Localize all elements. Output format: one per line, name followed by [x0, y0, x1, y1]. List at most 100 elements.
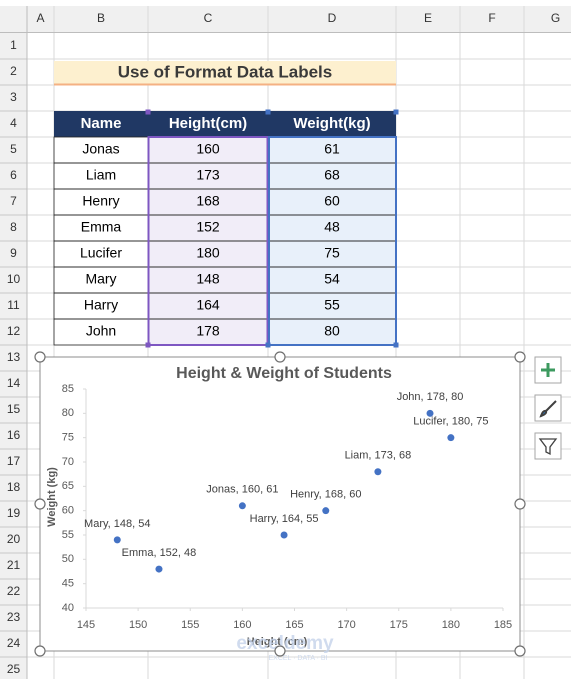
x-tick-label: 150 [129, 619, 147, 631]
row-number: 9 [10, 246, 17, 260]
row-number: 15 [7, 402, 21, 416]
row-number: 20 [7, 532, 21, 546]
row-number: 16 [7, 428, 21, 442]
y-tick-label: 75 [62, 432, 74, 444]
table-cell-text: John [86, 323, 116, 339]
row-number: 14 [7, 376, 21, 390]
row-number: 13 [7, 350, 21, 364]
column-letter: D [328, 11, 337, 25]
row-number: 24 [7, 636, 21, 650]
x-tick-label: 175 [390, 619, 408, 631]
table-cell-text: Harry [84, 297, 118, 313]
table-cell-text: Liam [86, 167, 116, 183]
table-cell-text: 160 [196, 141, 220, 157]
selection-handle [393, 342, 399, 348]
column-letter: E [424, 11, 432, 25]
row-number: 11 [7, 298, 20, 312]
table-header: Height(cm) [169, 115, 247, 132]
table-cell-text: 152 [196, 219, 220, 235]
point [113, 536, 121, 544]
y-tick-label: 85 [62, 383, 74, 395]
x-tick-label: 155 [181, 619, 199, 631]
column-letter: B [97, 11, 105, 25]
resize-handle[interactable] [514, 498, 526, 510]
point [426, 409, 434, 417]
table-cell-text: 178 [196, 323, 220, 339]
chart[interactable]: Height & Weight of Students 40 45 50 55 60 65 7… [34, 351, 526, 662]
watermark-name: exceldemy [236, 633, 334, 654]
resize-handle[interactable] [274, 351, 286, 363]
column-header-bar [0, 6, 571, 33]
column-letter: A [36, 11, 44, 25]
row-number: 4 [10, 116, 17, 130]
row-header-bar [0, 6, 27, 679]
selection-handle [145, 109, 151, 115]
y-tick-label: 55 [62, 529, 74, 541]
row-number: 6 [10, 168, 17, 182]
point [447, 434, 455, 442]
y-tick-label: 60 [62, 505, 74, 517]
resize-handle[interactable] [514, 645, 526, 657]
column-letter: F [488, 11, 495, 25]
table-header-row [54, 111, 396, 137]
x-axis-title: Height (cm) [247, 636, 308, 648]
row-number: 17 [7, 454, 21, 468]
data-label: Harry, 164, 55 [250, 513, 319, 525]
point [280, 531, 288, 539]
selection-border-c [147, 136, 269, 346]
x-tick-label: 160 [233, 619, 251, 631]
x-tick-label: 165 [285, 619, 303, 631]
row-number: 8 [10, 220, 17, 234]
chart-title: Height & Weight of Students [176, 365, 392, 382]
data-label: Mary, 148, 54 [84, 518, 150, 530]
table-cell-text: Henry [82, 193, 119, 209]
y-tick-label: 65 [62, 480, 74, 492]
table-cell-text: 168 [196, 193, 220, 209]
x-tick-label: 180 [442, 619, 460, 631]
filter-icon [538, 438, 558, 456]
x-tick-label: 170 [337, 619, 355, 631]
table-cell-text: Jonas [82, 141, 119, 157]
table-header: Weight(kg) [293, 115, 370, 132]
selection-handle [145, 342, 151, 348]
row-number: 12 [7, 324, 21, 338]
selection-handle [265, 109, 271, 115]
row-number: 25 [7, 662, 21, 676]
title-text: Use of Format Data Labels [118, 62, 332, 81]
row-number: 5 [10, 142, 17, 156]
point [322, 507, 330, 515]
data-label: Jonas, 160, 61 [206, 484, 278, 496]
y-tick-label: 45 [62, 578, 74, 590]
resize-handle[interactable] [274, 645, 286, 657]
row-number: 23 [7, 610, 21, 624]
row-number: 3 [10, 90, 17, 104]
selection-border-d [268, 136, 397, 346]
table-cell-text: 55 [324, 297, 340, 313]
title-cell [54, 61, 396, 85]
table-cell-text: 173 [196, 167, 220, 183]
row-number: 21 [7, 558, 21, 572]
table-header: Name [81, 115, 122, 132]
y-tick-label: 40 [62, 602, 74, 614]
x-tick-label: 145 [77, 619, 95, 631]
brush-icon [539, 400, 557, 418]
selection-handle [393, 109, 399, 115]
table-cell-text: 180 [196, 245, 220, 261]
data-label: Lucifer, 180, 75 [413, 416, 488, 428]
x-tick-label: 185 [494, 619, 512, 631]
table-cell-text: 48 [324, 219, 340, 235]
resize-handle[interactable] [34, 645, 46, 657]
row-number: 19 [7, 506, 21, 520]
row-number: 2 [10, 64, 17, 78]
y-axis-title: Weight (kg) [46, 467, 58, 527]
table-cell-text: Mary [85, 271, 116, 287]
resize-handle[interactable] [34, 351, 46, 363]
resize-handle[interactable] [34, 498, 46, 510]
column-letter: C [204, 11, 213, 25]
resize-handle[interactable] [514, 351, 526, 363]
table-cell-text: 61 [324, 141, 340, 157]
y-tick-label: 50 [62, 553, 74, 565]
table-cell-text: 60 [324, 193, 340, 209]
row-number: 1 [10, 38, 17, 52]
